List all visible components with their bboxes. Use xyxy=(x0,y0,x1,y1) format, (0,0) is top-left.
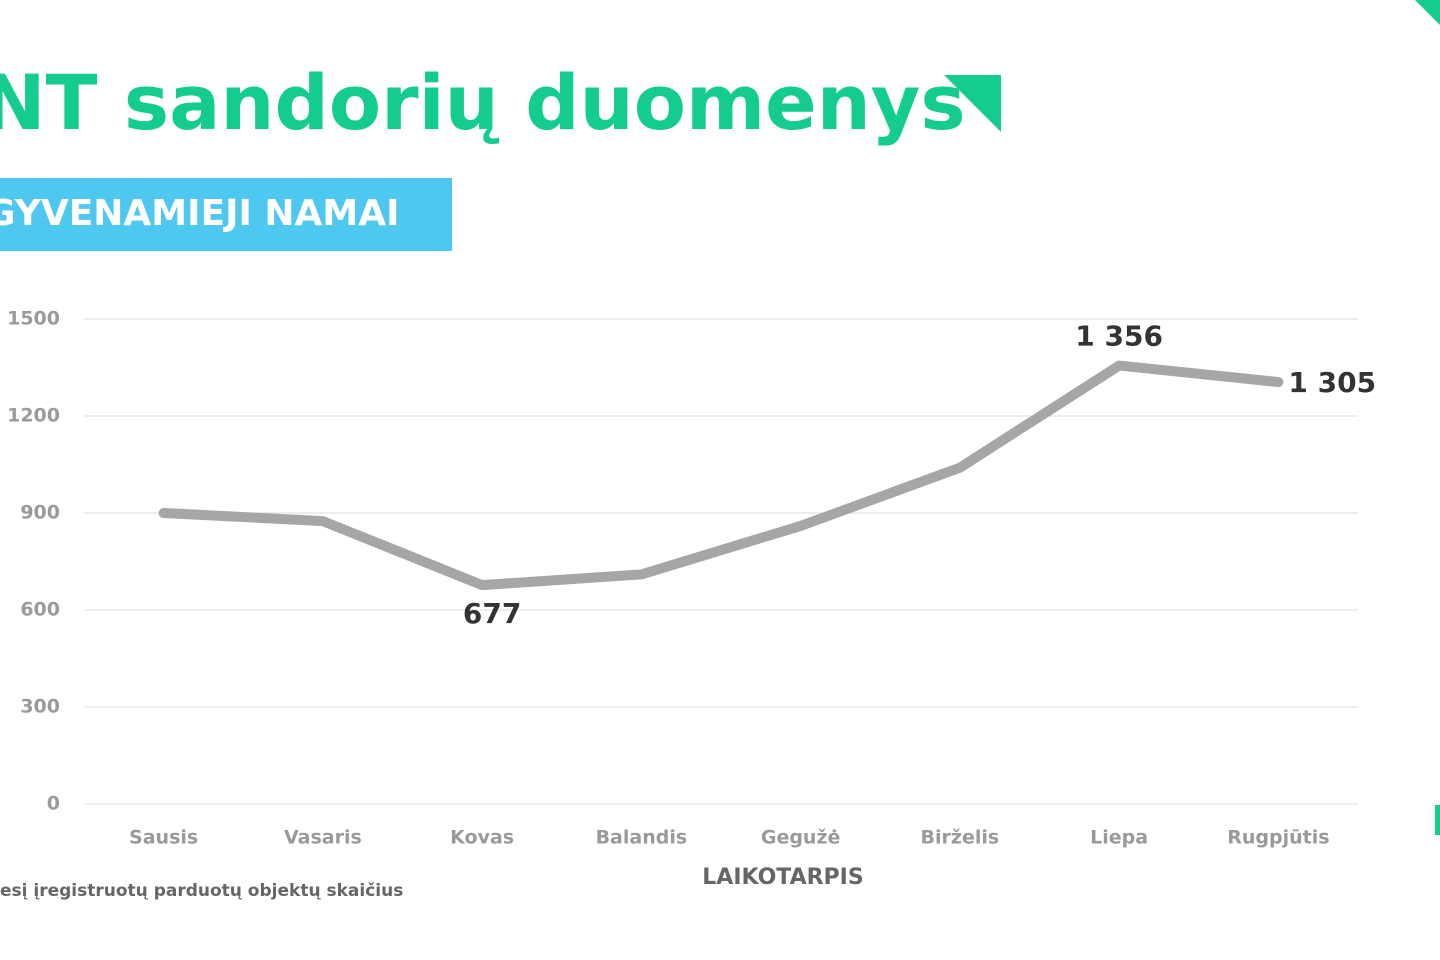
data-label: 1 356 xyxy=(1075,320,1163,353)
y-tick-label: 900 xyxy=(20,502,60,524)
y-tick-label: 1200 xyxy=(7,405,60,427)
subtitle: GYVENAMIEJI NAMAI xyxy=(0,193,399,234)
line-series xyxy=(158,360,1284,591)
y-tick-label: 600 xyxy=(20,599,60,621)
data-label: 677 xyxy=(463,597,521,630)
y-tick-label: 0 xyxy=(47,793,60,815)
x-tick-label: Sausis xyxy=(129,827,198,849)
x-tick-label: Birželis xyxy=(921,827,1000,849)
x-tick-label: Liepa xyxy=(1090,827,1148,849)
corner-decor xyxy=(1415,0,1440,25)
data-label: 1 305 xyxy=(1288,366,1376,399)
footnote: esį įregistruotų parduotų objektų skaiči… xyxy=(0,881,403,901)
chart-title: NT sandorių duomenys xyxy=(0,58,966,147)
subtitle-box xyxy=(0,178,452,251)
y-tick-label: 1500 xyxy=(7,308,60,330)
x-tick-label: Gegužė xyxy=(761,827,841,849)
x-tick-label: Kovas xyxy=(450,827,514,849)
edge-decor xyxy=(1435,805,1440,835)
y-tick-label: 300 xyxy=(20,696,60,718)
x-tick-label: Balandis xyxy=(596,827,688,849)
x-tick-label: Rugpjūtis xyxy=(1227,827,1329,849)
title-decor xyxy=(944,75,1001,132)
x-axis-label: LAIKOTARPIS xyxy=(702,865,863,890)
x-tick-label: Vasaris xyxy=(284,827,362,849)
